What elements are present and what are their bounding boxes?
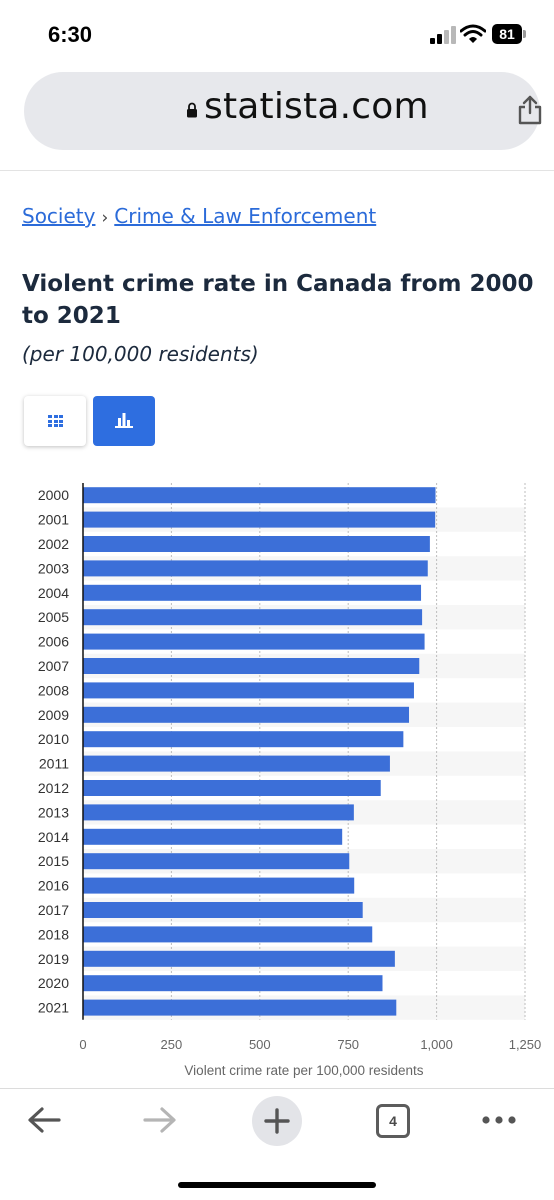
category-label: 2000 xyxy=(38,487,69,503)
bar xyxy=(83,609,423,626)
bar xyxy=(83,731,404,748)
lock-icon xyxy=(187,102,197,118)
status-bar: 6:30 81 xyxy=(0,0,554,68)
category-label: 2012 xyxy=(38,780,69,796)
category-label: 2008 xyxy=(38,682,69,698)
bar xyxy=(83,658,420,674)
back-arrow-icon[interactable] xyxy=(26,1104,62,1136)
more-icon[interactable] xyxy=(482,1112,516,1128)
category-label: 2015 xyxy=(38,853,69,869)
url-bar[interactable]: statista.com xyxy=(24,72,542,150)
battery-icon: 81 xyxy=(492,24,526,44)
bar xyxy=(83,999,397,1016)
page-title: Violent crime rate in Canada from 2000 t… xyxy=(22,271,534,329)
category-label: 2001 xyxy=(38,512,69,528)
category-label: 2011 xyxy=(39,756,69,772)
bar xyxy=(83,780,381,796)
url-text[interactable]: statista.com xyxy=(204,86,429,127)
bar xyxy=(83,975,383,992)
bar-chart: 2000 2001 2002 2003 2004 2005 2006 2007 2008 2009… xyxy=(38,483,542,1078)
breadcrumb-link-crime[interactable]: Crime & Law Enforcement xyxy=(114,204,377,228)
plus-icon xyxy=(264,1108,290,1134)
tick-label: 1,000 xyxy=(420,1037,453,1052)
wifi-icon xyxy=(460,24,486,43)
bar xyxy=(83,536,430,552)
category-label: 2016 xyxy=(38,878,69,894)
bar xyxy=(83,926,373,943)
bar xyxy=(83,950,395,967)
signal-icon xyxy=(430,26,456,44)
bar xyxy=(83,511,436,528)
category-label: 2019 xyxy=(38,951,69,967)
bar xyxy=(83,853,350,870)
tick-label: 500 xyxy=(249,1037,271,1052)
tick-label: 0 xyxy=(79,1037,86,1052)
bar xyxy=(83,633,425,650)
new-tab-button[interactable] xyxy=(252,1096,302,1146)
home-indicator xyxy=(178,1182,376,1188)
toolbar-divider xyxy=(0,1088,554,1089)
header-divider xyxy=(0,170,554,171)
breadcrumb-separator: › xyxy=(101,208,109,228)
category-label: 2003 xyxy=(38,560,69,576)
grid-icon xyxy=(48,415,63,427)
bar xyxy=(83,902,363,918)
category-label: 2004 xyxy=(38,585,69,601)
category-label: 2005 xyxy=(38,609,69,625)
table-view-button[interactable] xyxy=(24,396,86,446)
bar xyxy=(83,706,410,723)
breadcrumb-link-society[interactable]: Society xyxy=(22,204,96,228)
tick-label: 750 xyxy=(337,1037,359,1052)
share-icon[interactable] xyxy=(516,94,544,126)
bar xyxy=(83,828,343,845)
bar xyxy=(83,487,436,504)
category-label: 2014 xyxy=(38,829,69,845)
category-label: 2018 xyxy=(38,926,69,942)
forward-arrow-icon[interactable] xyxy=(142,1104,178,1136)
tabs-button[interactable]: 4 xyxy=(376,1104,410,1138)
chart-view-button[interactable] xyxy=(93,396,155,446)
bar xyxy=(83,877,355,894)
status-time: 6:30 xyxy=(48,22,93,47)
tick-label: 1,250 xyxy=(509,1037,542,1052)
category-label: 2009 xyxy=(38,707,69,723)
bar xyxy=(83,584,422,601)
bar xyxy=(83,755,390,772)
bar xyxy=(83,682,414,699)
battery-level: 81 xyxy=(492,24,522,44)
category-label: 2017 xyxy=(38,902,69,918)
category-label: 2002 xyxy=(38,536,69,552)
category-label: 2013 xyxy=(38,804,69,820)
category-label: 2021 xyxy=(38,1000,69,1016)
x-axis-label: Violent crime rate per 100,000 residents xyxy=(184,1063,423,1078)
category-label: 2006 xyxy=(38,634,69,650)
bar xyxy=(83,804,354,821)
category-label: 2010 xyxy=(38,731,69,747)
bar-chart-icon xyxy=(115,413,133,428)
category-label: 2020 xyxy=(38,975,69,991)
breadcrumb: Society › Crime & Law Enforcement xyxy=(22,204,376,228)
category-label: 2007 xyxy=(38,658,69,674)
tick-label: 250 xyxy=(161,1037,183,1052)
bar xyxy=(83,560,428,577)
page-subtitle: (per 100,000 residents) xyxy=(22,342,259,366)
